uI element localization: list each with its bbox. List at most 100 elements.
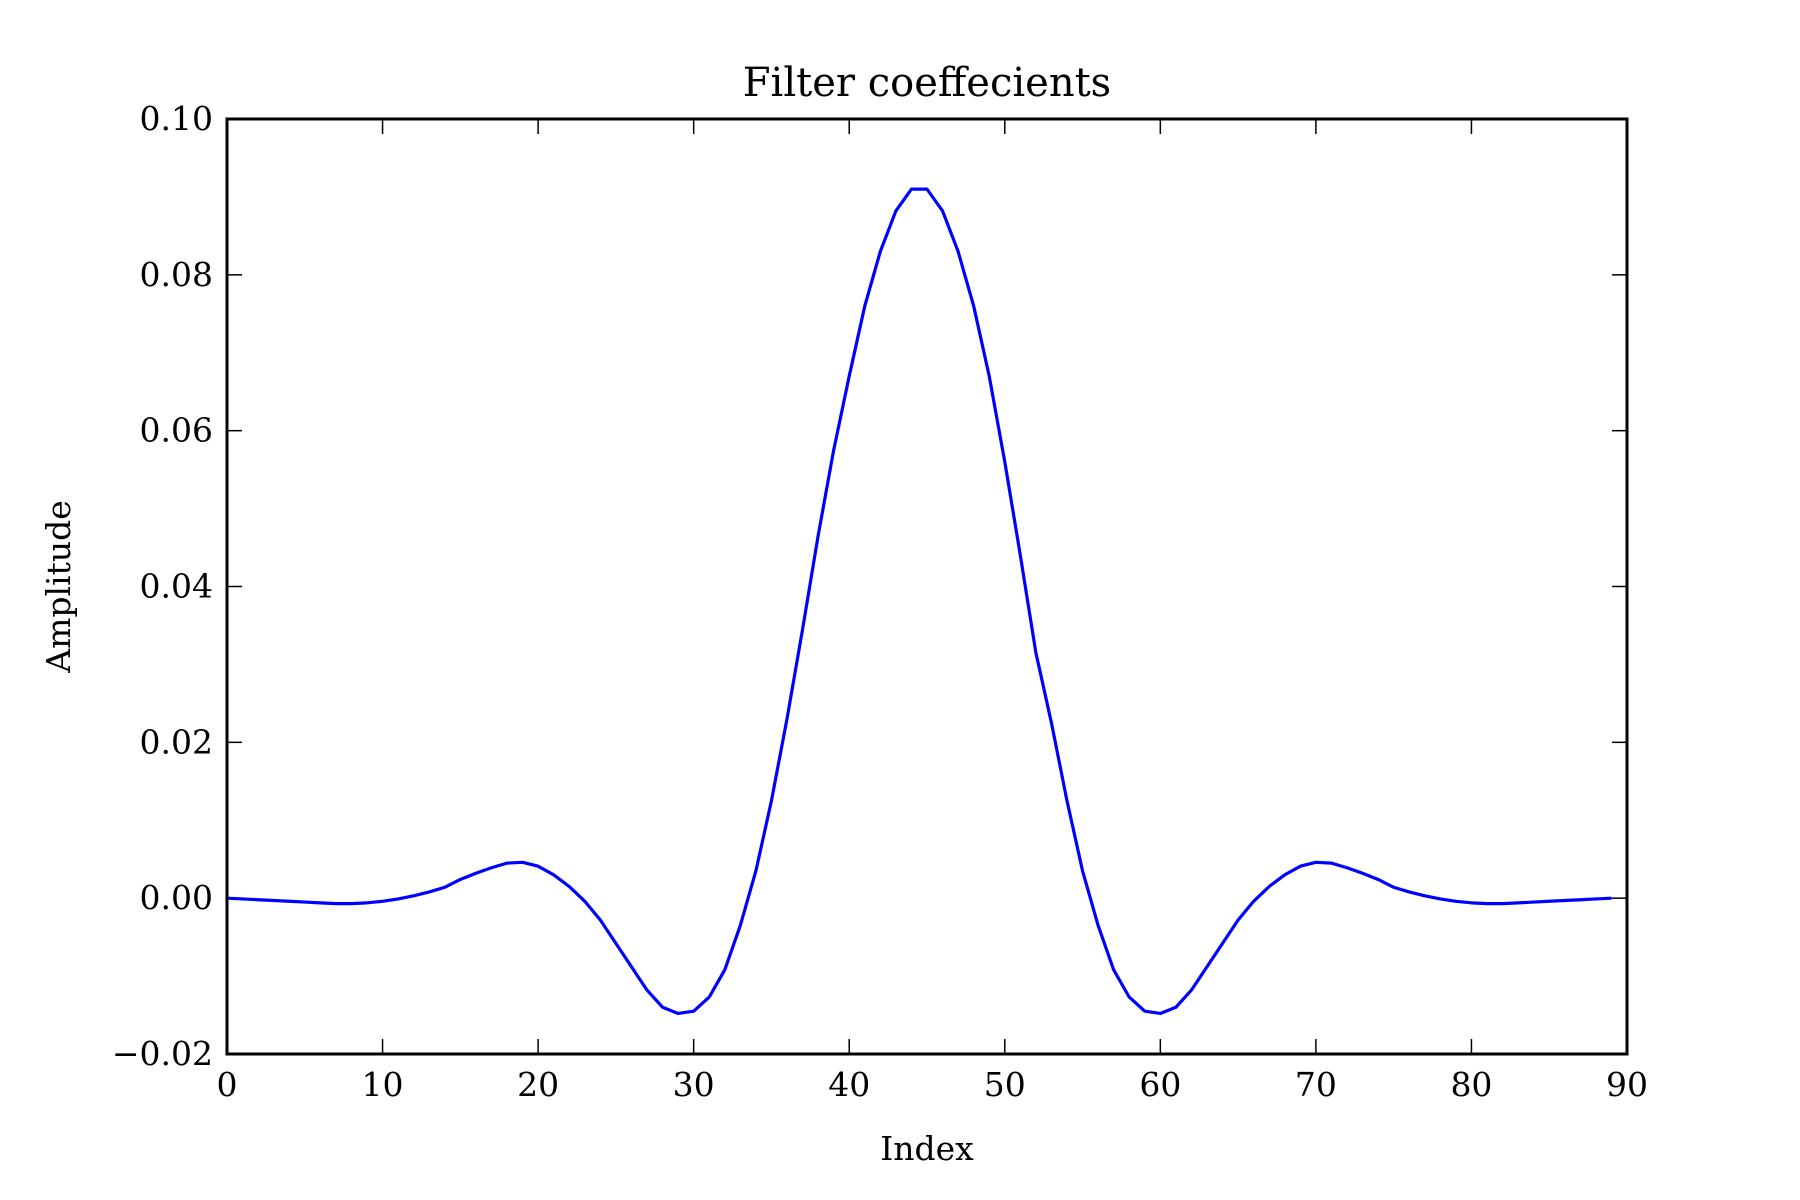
data-point (1112, 969, 1115, 971)
data-point (1548, 900, 1551, 903)
x-tick-label: 10 (362, 1065, 404, 1104)
data-point (1532, 901, 1535, 903)
data-point (879, 250, 882, 253)
data-point (443, 886, 446, 889)
data-point (552, 873, 555, 876)
data-point (895, 210, 897, 212)
data-point (381, 900, 384, 903)
x-tick-label: 0 (217, 1065, 238, 1104)
data-point (319, 902, 322, 904)
data-point (615, 942, 617, 945)
y-tick-label: 0.06 (140, 411, 213, 450)
x-tick-label: 20 (517, 1065, 559, 1104)
data-point (1517, 902, 1519, 904)
y-tick-label: 0.00 (140, 878, 213, 917)
y-tick-label: 0.04 (140, 567, 213, 606)
x-tick-label: 80 (1450, 1065, 1492, 1104)
data-point (708, 996, 711, 998)
data-point (521, 861, 524, 864)
data-point (272, 899, 275, 902)
x-tick-label: 90 (1606, 1065, 1648, 1104)
data-point (1346, 866, 1348, 869)
data-point (817, 535, 819, 537)
data-point (1470, 902, 1473, 904)
data-point (303, 901, 306, 903)
data-point (1128, 996, 1131, 998)
series-line (226, 187, 1612, 1016)
data-point (257, 898, 259, 901)
data-point (692, 1010, 695, 1012)
data-point (428, 891, 431, 893)
data-point (1003, 461, 1006, 463)
data-point (1190, 989, 1193, 991)
data-point (506, 862, 508, 864)
data-point (646, 989, 648, 991)
data-point (972, 305, 975, 307)
tick-labels-group: 0 10 20 30 40 50 60 70 80 90 −0.02 0.00 0.02 0.04 0.06… (112, 99, 1648, 1104)
data-point (848, 375, 851, 377)
data-point (1035, 651, 1037, 654)
y-tick-label: 0.08 (140, 255, 213, 294)
data-point (1579, 898, 1582, 901)
data-point (739, 924, 742, 927)
series-group (226, 187, 1613, 1016)
y-tick-label: −0.02 (112, 1034, 213, 1073)
data-point (1330, 862, 1333, 864)
data-point (1175, 1006, 1177, 1009)
data-point (1066, 799, 1068, 802)
data-point (1408, 891, 1411, 893)
data-point (941, 210, 944, 212)
data-point (1237, 919, 1239, 921)
data-point (1159, 1012, 1162, 1015)
data-point (475, 872, 477, 875)
data-point (630, 965, 633, 968)
data-point (459, 878, 462, 881)
data-point (1097, 924, 1099, 927)
data-point (397, 898, 399, 900)
data-point (1081, 870, 1084, 872)
data-point (1595, 898, 1597, 900)
data-point (786, 718, 788, 720)
y-tick-label: 0.02 (140, 722, 213, 761)
data-point (1486, 902, 1488, 905)
x-tick-label: 60 (1139, 1065, 1181, 1104)
data-point (988, 375, 991, 377)
data-point (1252, 900, 1255, 903)
data-point (801, 628, 804, 631)
x-tick-label: 70 (1295, 1065, 1337, 1104)
data-point (1610, 897, 1613, 899)
data-point (957, 250, 959, 253)
data-point (1439, 898, 1442, 900)
data-point (1377, 878, 1379, 881)
data-point (1050, 722, 1053, 724)
data-point (335, 902, 337, 905)
x-tick-label: 40 (828, 1065, 870, 1104)
data-point (288, 900, 291, 903)
x-tick-label: 50 (984, 1065, 1026, 1104)
data-point (1563, 899, 1566, 902)
data-point (1268, 885, 1271, 888)
y-axis-title: Amplitude (39, 500, 78, 674)
data-point (1501, 902, 1504, 905)
data-point (1143, 1010, 1146, 1012)
data-point (583, 900, 586, 903)
data-point (661, 1006, 664, 1009)
data-point (770, 799, 773, 802)
data-point (1392, 886, 1395, 889)
x-tick-label: 30 (673, 1065, 715, 1104)
data-point (1361, 872, 1364, 875)
data-point (412, 895, 415, 897)
data-point (910, 188, 913, 190)
data-point (723, 969, 726, 971)
chart-title: Filter coeffecients (743, 60, 1111, 106)
data-point (568, 885, 571, 888)
data-point (1315, 861, 1317, 864)
data-point (1206, 965, 1208, 968)
data-point (1283, 873, 1286, 876)
data-point (366, 902, 368, 904)
data-point (863, 305, 866, 307)
data-point (832, 449, 835, 451)
data-point (1299, 865, 1302, 868)
